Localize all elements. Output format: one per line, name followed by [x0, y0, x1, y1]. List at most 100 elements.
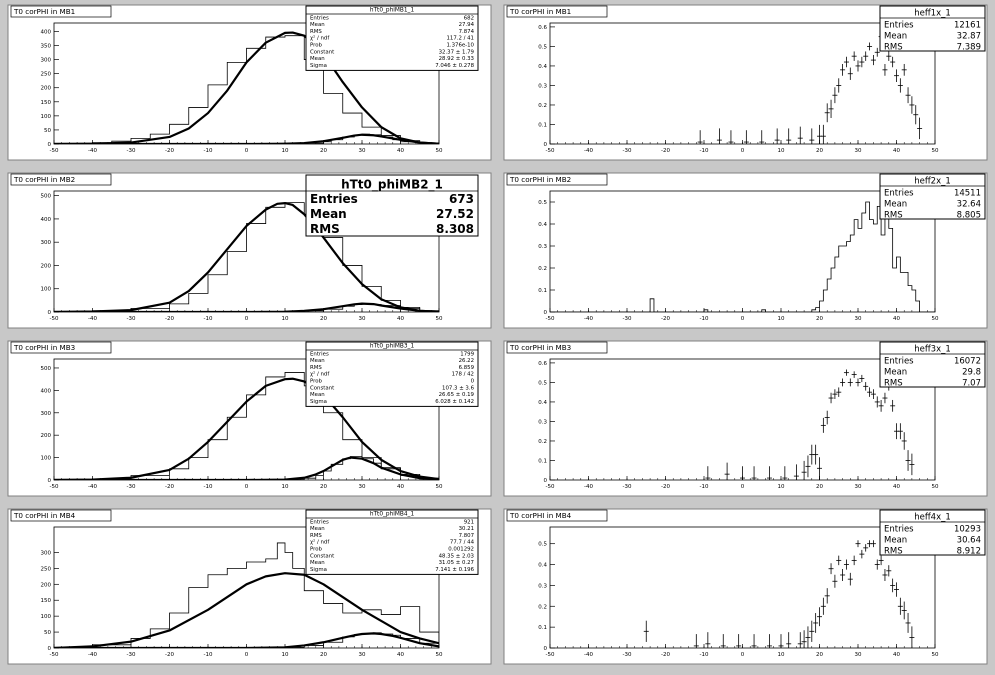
x-tick-label: -20 [165, 652, 174, 658]
y-tick-label: 0.4 [538, 563, 547, 569]
data-point [886, 565, 892, 577]
plot-area [643, 540, 915, 648]
x-tick-label: -10 [700, 652, 709, 658]
stats-row-label: χ² / ndf [310, 371, 329, 378]
stats-row-label: Sigma [310, 567, 327, 573]
x-tick-label: -20 [165, 148, 174, 154]
data-point [901, 63, 907, 76]
y-tick-label: 400 [41, 217, 52, 223]
x-tick-label: -50 [546, 148, 555, 154]
stats-row-value: 8.805 [957, 211, 981, 221]
stats-row-value: 7.046 ± 0.278 [435, 63, 474, 69]
stats-row-label: Constant [310, 49, 334, 55]
data-point [855, 378, 861, 387]
fit-curve-3 [54, 572, 439, 648]
title-box [506, 5, 608, 18]
y-tick-label: 0.3 [538, 244, 547, 250]
chart-pad-3: T0 corPHI in MB2 -50 -40 -30 -20 -10 0 10 20 30 40… [7, 172, 492, 329]
stats-row-label: Mean [884, 200, 907, 210]
x-tick-label: 50 [932, 484, 939, 490]
stats-row-label: Entries [310, 519, 329, 525]
histogram-series-1 [54, 35, 439, 144]
data-point [909, 453, 915, 476]
title-box [506, 341, 608, 354]
stats-row-value: 7.807 [459, 533, 474, 539]
title-box [506, 173, 608, 186]
data-point [870, 540, 876, 548]
data-point [870, 389, 876, 400]
stats-box-frame [879, 509, 986, 556]
title-box [10, 173, 112, 186]
stats-row-label: χ² / ndf [310, 539, 329, 546]
plot-area [54, 202, 439, 312]
chart-title: T0 corPHI in MB3 [13, 343, 75, 352]
data-point [817, 457, 822, 480]
x-tick-label: -50 [546, 484, 555, 490]
y-tick-label: 0 [544, 142, 548, 148]
data-point [740, 466, 745, 480]
data-point [905, 613, 911, 633]
x-tick-label: -30 [127, 148, 136, 154]
stats-row-label: RMS [310, 29, 322, 35]
data-point [828, 563, 834, 575]
chart-title: T0 corPHI in MB4 [13, 511, 76, 520]
y-tick-label: 0.6 [538, 25, 547, 31]
x-tick-label: -40 [88, 316, 97, 322]
stats-box-frame [305, 174, 479, 237]
x-tick-label: -40 [88, 652, 97, 658]
data-point [905, 450, 911, 471]
x-tick-label: -20 [661, 148, 670, 154]
stats-row-value: 48.35 ± 2.03 [439, 553, 474, 559]
stats-box-frame [305, 509, 479, 575]
x-tick-label: 30 [855, 484, 862, 490]
data-point [867, 42, 873, 51]
y-tick-label: 0.3 [538, 583, 547, 589]
x-tick-label: -40 [584, 652, 593, 658]
x-tick-label: 0 [741, 484, 745, 490]
plot-area [54, 542, 439, 648]
x-tick-label: 10 [282, 484, 289, 490]
fit-curve-4 [54, 632, 439, 648]
stats-row-label: RMS [310, 365, 322, 371]
data-point [751, 634, 757, 648]
stats-row-value: 7.07 [962, 379, 981, 389]
y-tick-label: 0.4 [538, 64, 547, 70]
stats-box-name: heff1x_1 [914, 9, 951, 19]
x-tick-label: -30 [127, 484, 136, 490]
data-point [851, 51, 857, 61]
y-tick-label: 0.2 [538, 103, 547, 109]
stats-row-label: RMS [310, 533, 322, 539]
x-tick-label: 0 [245, 484, 249, 490]
stats-box-frame [879, 341, 986, 388]
y-tick-label: 250 [41, 72, 52, 78]
y-tick-label: 0.1 [538, 458, 547, 464]
data-point [843, 559, 849, 570]
data-point [851, 371, 857, 378]
chart-title: T0 corPHI in MB1 [13, 7, 75, 16]
stats-row-value: 921 [464, 519, 474, 525]
x-tick-label: -40 [584, 484, 593, 490]
fit-curve-4 [54, 456, 439, 480]
data-point [867, 387, 873, 397]
chart-pad-8: T0 corPHI in MB4 -50 -40 -30 -20 -10 0 10 20 30 40… [503, 508, 988, 665]
stats-row-label: Mean [884, 32, 907, 42]
data-point [878, 399, 884, 412]
data-point [693, 634, 699, 648]
stats-row-value: 32.64 [957, 200, 981, 210]
plot-area [54, 31, 439, 144]
stats-row-label: Mean [310, 392, 325, 398]
histogram-series-1 [550, 201, 935, 312]
data-point [759, 130, 765, 144]
fit-curve-3 [54, 31, 439, 144]
y-tick-label: 200 [41, 582, 52, 588]
data-point [793, 464, 799, 480]
chart-pad-5: T0 corPHI in MB3 -50 -40 -30 -20 -10 0 10 20 30 40… [7, 340, 492, 497]
stats-row-value: 7.141 ± 0.196 [435, 567, 474, 573]
data-point [720, 634, 726, 648]
x-tick-label: -30 [623, 484, 632, 490]
y-tick-label: 250 [41, 566, 52, 572]
x-tick-label: 40 [893, 148, 900, 154]
title-box [506, 509, 608, 522]
